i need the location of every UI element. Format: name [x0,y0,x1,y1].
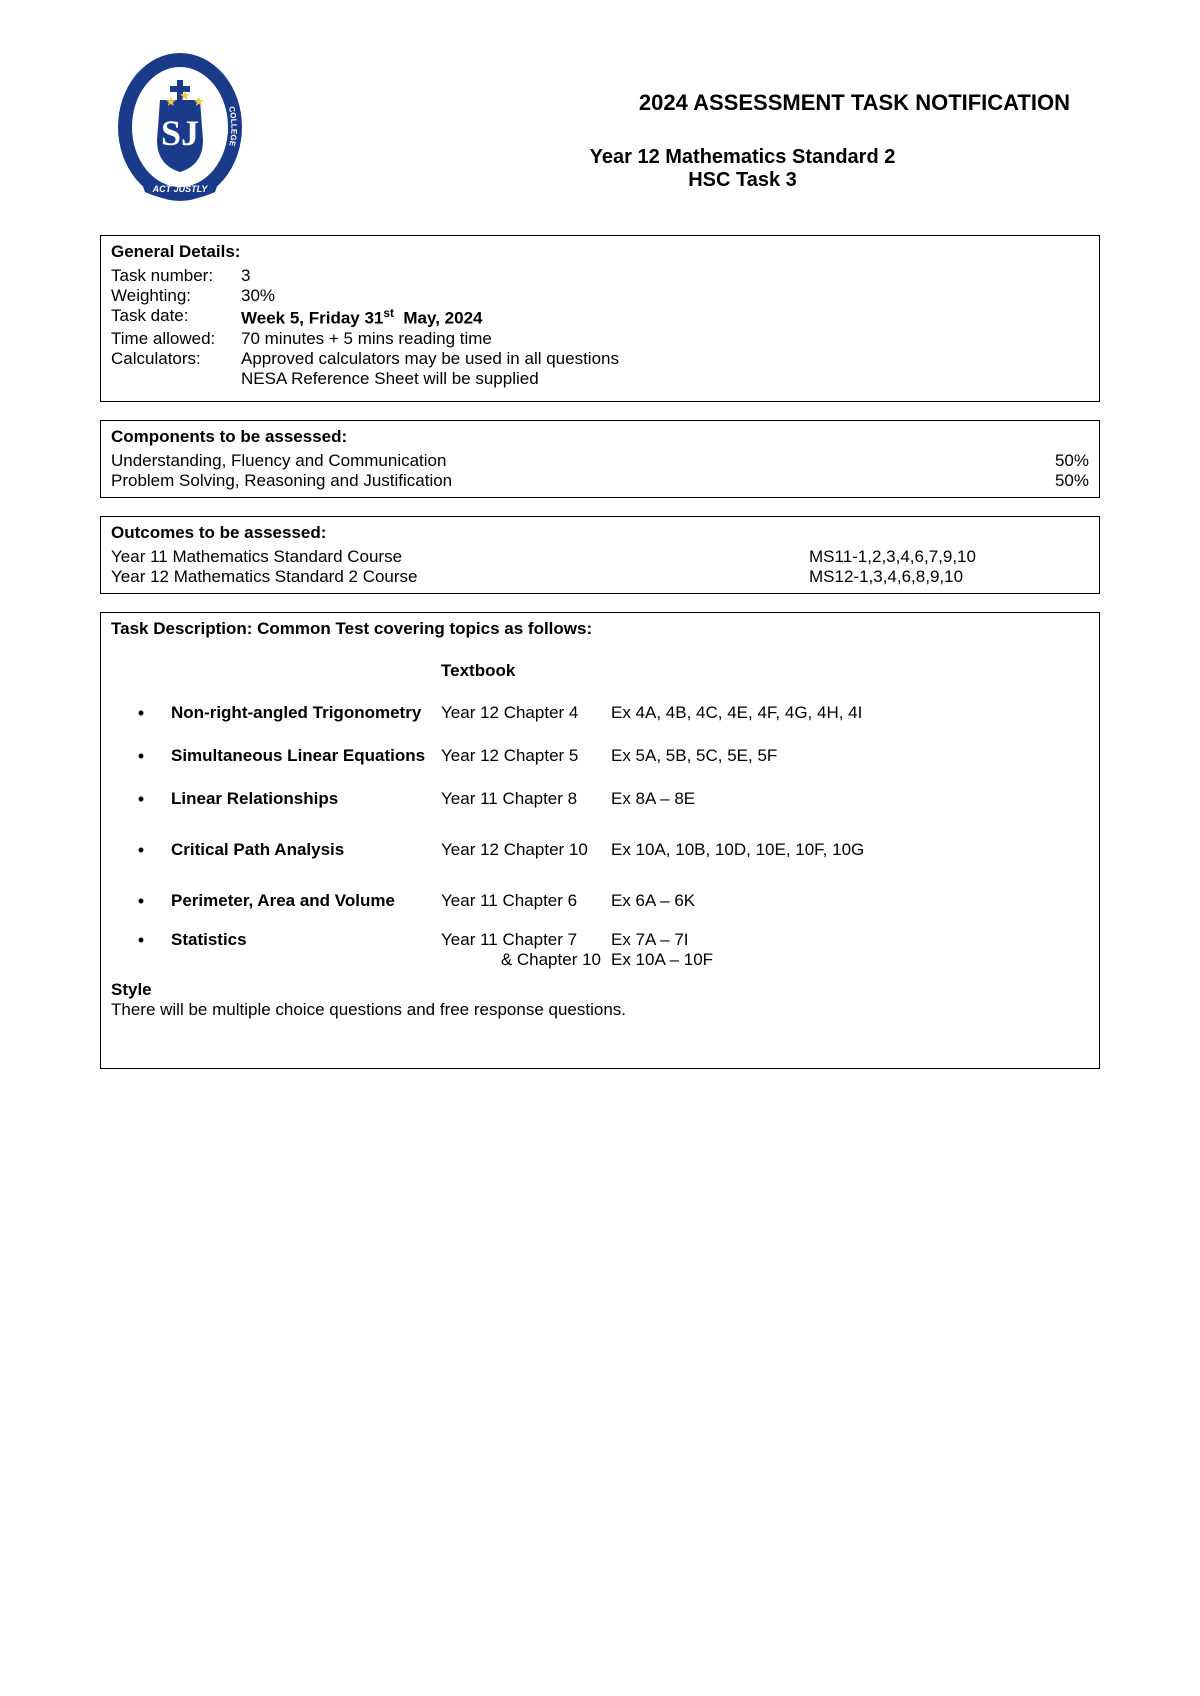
detail-value: NESA Reference Sheet will be supplied [241,369,1089,389]
school-logo: ST JOSEPH'S CATHOLIC COLLEGE SJ ★ ★ ★ AC… [115,50,245,205]
style-heading: Style [111,980,1089,1000]
detail-label: Time allowed: [111,329,241,349]
sub-title-1: Year 12 Mathematics Standard 2 [245,146,1100,169]
topic-exercises: Ex 10A, 10B, 10D, 10E, 10F, 10G [611,840,1089,860]
component-label: Problem Solving, Reasoning and Justifica… [111,471,452,491]
detail-label: Task date: [111,306,241,329]
topic-name: Non-right-angled Trigonometry [171,703,441,723]
topic-name: Linear Relationships [171,789,441,809]
header-row: ST JOSEPH'S CATHOLIC COLLEGE SJ ★ ★ ★ AC… [100,50,1100,205]
outcome-label: Year 12 Mathematics Standard 2 Course [111,567,418,587]
detail-value: 70 minutes + 5 mins reading time [241,329,1089,349]
topic-exercises: Ex 8A – 8E [611,789,1089,809]
svg-text:SJ: SJ [161,113,199,153]
topic-row: •Simultaneous Linear EquationsYear 12 Ch… [111,746,1089,767]
svg-text:ACT JUSTLY: ACT JUSTLY [152,184,209,194]
main-title: 2024 ASSESSMENT TASK NOTIFICATION [245,90,1100,116]
topic-row: •StatisticsYear 11 Chapter 7& Chapter 10… [111,930,1089,970]
general-detail-row: Time allowed:70 minutes + 5 mins reading… [111,329,1089,349]
general-detail-row: Task number:3 [111,266,1089,286]
topic-chapter: Year 12 Chapter 10 [441,840,611,860]
topic-exercises: Ex 7A – 7IEx 10A – 10F [611,930,1089,970]
general-detail-row: NESA Reference Sheet will be supplied [111,369,1089,389]
topic-row: •Critical Path AnalysisYear 12 Chapter 1… [111,840,1089,861]
task-description-box: Task Description: Common Test covering t… [100,612,1100,1069]
detail-label: Calculators: [111,349,241,369]
outcome-label: Year 11 Mathematics Standard Course [111,547,402,567]
topic-row: •Perimeter, Area and VolumeYear 11 Chapt… [111,891,1089,912]
topic-exercises: Ex 6A – 6K [611,891,1089,911]
topic-chapter: Year 12 Chapter 4 [441,703,611,723]
outcome-value: MS11-1,2,3,4,6,7,9,10 [809,547,1089,567]
general-detail-row: Calculators:Approved calculators may be … [111,349,1089,369]
topic-chapter: Year 11 Chapter 8 [441,789,611,809]
general-details-title: General Details: [111,242,1089,262]
svg-text:★: ★ [179,88,191,103]
topic-exercises: Ex 4A, 4B, 4C, 4E, 4F, 4G, 4H, 4I [611,703,1089,723]
topic-row: •Linear RelationshipsYear 11 Chapter 8Ex… [111,789,1089,810]
textbook-header: Textbook [441,661,1089,681]
general-detail-row: Task date:Week 5, Friday 31st May, 2024 [111,306,1089,329]
general-detail-row: Weighting:30% [111,286,1089,306]
topic-table: •Non-right-angled TrigonometryYear 12 Ch… [111,703,1089,970]
general-details-box: General Details: Task number:3Weighting:… [100,235,1100,402]
topic-name: Critical Path Analysis [171,840,441,860]
detail-label [111,369,241,389]
bullet-icon: • [111,930,171,951]
outcome-row: Year 11 Mathematics Standard Course MS11-… [111,547,1089,567]
sub-title-2: HSC Task 3 [245,169,1100,192]
detail-value: Approved calculators may be used in all … [241,349,1089,369]
component-value: 50% [1055,451,1089,471]
component-label: Understanding, Fluency and Communication [111,451,446,471]
component-value: 50% [1055,471,1089,491]
detail-value: Week 5, Friday 31st May, 2024 [241,306,1089,329]
bullet-icon: • [111,891,171,912]
topic-name: Statistics [171,930,441,950]
bullet-icon: • [111,746,171,767]
bullet-icon: • [111,703,171,724]
bullet-icon: • [111,840,171,861]
component-row: Problem Solving, Reasoning and Justifica… [111,471,1089,491]
topic-chapter: Year 11 Chapter 7& Chapter 10 [441,930,611,970]
topic-chapter: Year 11 Chapter 6 [441,891,611,911]
detail-label: Task number: [111,266,241,286]
topic-name: Perimeter, Area and Volume [171,891,441,911]
header-text: 2024 ASSESSMENT TASK NOTIFICATION Year 1… [245,50,1100,192]
topic-chapter: Year 12 Chapter 5 [441,746,611,766]
component-row: Understanding, Fluency and Communication… [111,451,1089,471]
detail-value: 30% [241,286,1089,306]
outcome-row: Year 12 Mathematics Standard 2 Course MS1… [111,567,1089,587]
topic-name: Simultaneous Linear Equations [171,746,441,766]
task-description-title: Task Description: Common Test covering t… [111,619,1089,639]
topic-exercises: Ex 5A, 5B, 5C, 5E, 5F [611,746,1089,766]
bullet-icon: • [111,789,171,810]
style-body: There will be multiple choice questions … [111,1000,1089,1020]
components-title: Components to be assessed: [111,427,1089,447]
svg-text:★: ★ [165,94,177,109]
outcomes-title: Outcomes to be assessed: [111,523,1089,543]
svg-text:★: ★ [193,94,205,109]
outcome-value: MS12-1,3,4,6,8,9,10 [809,567,1089,587]
detail-label: Weighting: [111,286,241,306]
outcomes-box: Outcomes to be assessed: Year 11 Mathema… [100,516,1100,594]
detail-value: 3 [241,266,1089,286]
topic-row: •Non-right-angled TrigonometryYear 12 Ch… [111,703,1089,724]
components-box: Components to be assessed: Understanding… [100,420,1100,498]
